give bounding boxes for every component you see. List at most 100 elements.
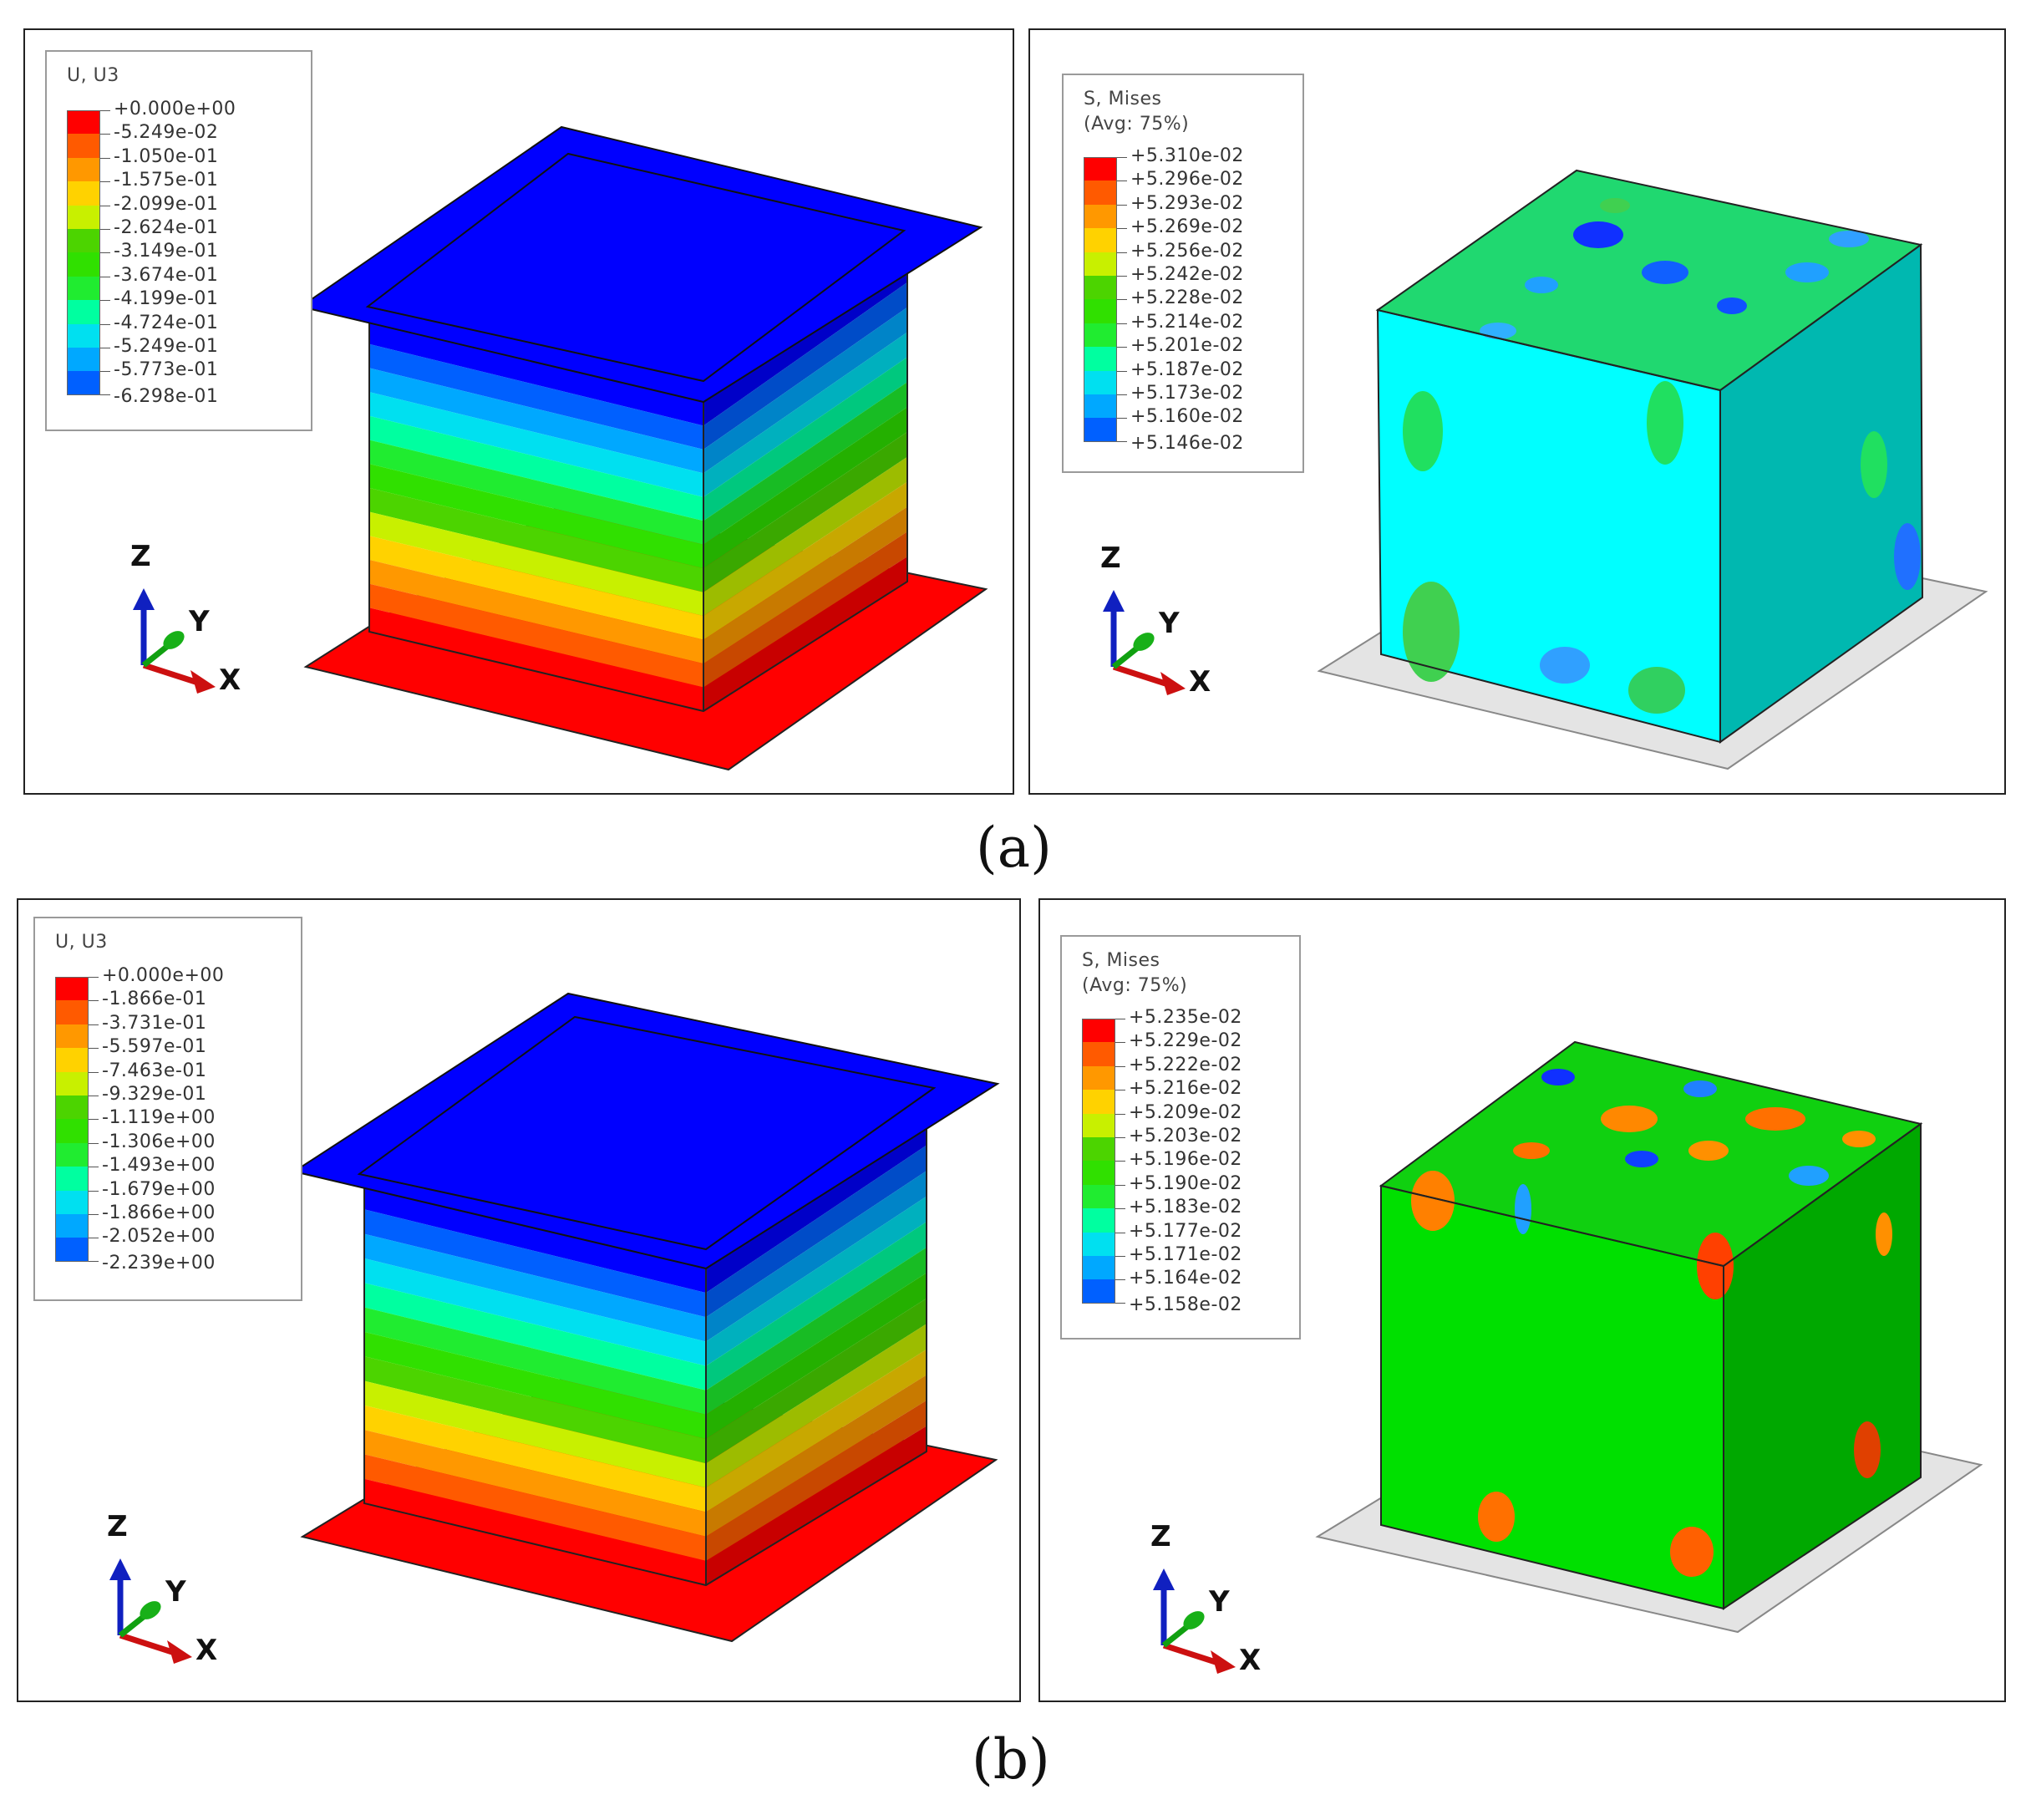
legend-label: +5.235e-02 xyxy=(1129,1007,1242,1028)
legend-label: -3.674e-01 xyxy=(114,264,219,286)
legend-tick xyxy=(1115,1184,1125,1186)
load-plate-inner-edge xyxy=(365,152,906,383)
legend-tick xyxy=(1115,1065,1125,1067)
axis-label-y: Y xyxy=(1159,607,1180,640)
legend-title: U, U3 xyxy=(67,65,119,86)
axis-label-y: Y xyxy=(1209,1585,1230,1619)
legend-tick xyxy=(1117,157,1127,158)
side-face xyxy=(1720,245,1922,742)
legend-swatch xyxy=(1084,275,1117,300)
stress-contour-patch xyxy=(1525,277,1558,293)
legend-swatch xyxy=(67,252,100,277)
legend-label: +5.310e-02 xyxy=(1130,145,1244,166)
legend-title: U, U3 xyxy=(55,932,108,953)
legend-label: -1.575e-01 xyxy=(114,170,219,191)
legend-label: +5.242e-02 xyxy=(1130,263,1244,285)
panel-b-stress: S, Mises (Avg: 75%) +5.235e-02 +5.229e-02 +5… xyxy=(1038,898,2006,1702)
top-face-edge xyxy=(1379,1040,1923,1268)
legend-swatch xyxy=(67,371,100,395)
legend-label: +0.000e+00 xyxy=(114,99,236,119)
displacement-legend: U, U3 +0.000e+00 -5.249e-02 -1.050e-01 -1.57… xyxy=(45,50,312,431)
axis-label-y: Y xyxy=(189,605,210,638)
stress-contour-patch xyxy=(1403,582,1460,682)
legend-tick xyxy=(89,977,99,978)
stress-model xyxy=(1317,169,1988,770)
side-face-band xyxy=(703,307,907,474)
legend-label: +5.164e-02 xyxy=(1129,1268,1242,1289)
stress-contour-patch xyxy=(1647,381,1683,465)
legend-swatch xyxy=(67,181,100,206)
legend-label: -5.773e-01 xyxy=(114,359,219,381)
stress-contour-patch xyxy=(1541,1069,1575,1085)
stress-contour-patch xyxy=(1480,323,1516,339)
stress-contour-patch xyxy=(1861,431,1887,498)
front-face-band xyxy=(369,415,703,521)
front-face-band xyxy=(369,511,703,617)
triad-arrows xyxy=(133,588,216,694)
legend-label: -7.463e-01 xyxy=(102,1060,207,1081)
axis-label-x: X xyxy=(1239,1644,1262,1677)
legend-tick xyxy=(100,228,110,230)
side-face-band xyxy=(703,481,907,640)
legend-label: +5.177e-02 xyxy=(1129,1220,1242,1242)
legend-swatch xyxy=(67,110,100,135)
legend-swatch xyxy=(55,977,89,1001)
legend-label: +5.269e-02 xyxy=(1130,216,1244,238)
axis-label-z: Z xyxy=(1150,1520,1171,1553)
legend-swatch xyxy=(1084,347,1117,371)
legend-swatch xyxy=(1082,1090,1115,1114)
displacement-model xyxy=(292,992,1000,1643)
legend-swatch xyxy=(55,1190,89,1214)
legend-swatch xyxy=(55,1024,89,1049)
front-face xyxy=(1381,1186,1724,1609)
front-face-band xyxy=(369,487,703,592)
legend-swatch xyxy=(1082,1065,1115,1090)
legend-tick xyxy=(1115,1302,1125,1304)
legend-label: +0.000e+00 xyxy=(102,965,225,986)
legend-label: +5.222e-02 xyxy=(1129,1054,1242,1075)
front-face-band xyxy=(369,320,703,426)
legend-label: -1.306e+00 xyxy=(102,1131,216,1152)
legend-swatch xyxy=(1084,157,1117,181)
front-face-band xyxy=(369,608,703,711)
stress-contour-patch xyxy=(1540,647,1590,684)
legend-tick xyxy=(1117,252,1127,253)
legend-tick xyxy=(1115,1255,1125,1257)
legend-label: -1.866e-01 xyxy=(102,989,207,1010)
legend-label: +5.203e-02 xyxy=(1129,1125,1242,1146)
front-face-band xyxy=(364,1233,706,1342)
legend-label: +5.158e-02 xyxy=(1129,1294,1242,1315)
legend-swatch xyxy=(67,157,100,182)
front-face xyxy=(1378,310,1720,742)
legend-swatch xyxy=(1082,1161,1115,1185)
stress-contour-patch xyxy=(1628,667,1685,714)
legend-title: S, Mises xyxy=(1084,89,1162,109)
stress-contour-patch xyxy=(1513,1142,1550,1159)
panel-b-displacement: U, U3 +0.000e+00 -1.866e-01 -3.731e-01 -5.59… xyxy=(17,898,1021,1702)
legend-title: (Avg: 75%) xyxy=(1082,975,1188,996)
legend-label: +5.190e-02 xyxy=(1129,1172,1242,1194)
side-face-band xyxy=(706,1349,927,1512)
side-face-band xyxy=(703,506,907,664)
front-face-band xyxy=(364,1405,706,1512)
legend-tick xyxy=(100,134,110,135)
legend-swatch xyxy=(67,205,100,229)
top-face-edge xyxy=(1375,169,1923,392)
legend-tick xyxy=(89,1213,99,1215)
legend-swatch xyxy=(1084,418,1117,442)
axis-label-x: X xyxy=(1189,665,1211,699)
stress-contour-patch xyxy=(1600,198,1630,213)
front-face-band xyxy=(364,1430,706,1537)
legend-label: -5.597e-01 xyxy=(102,1036,207,1058)
legend-label: -1.119e+00 xyxy=(102,1107,216,1129)
legend-label: -6.298e-01 xyxy=(114,385,219,407)
legend-swatch xyxy=(55,1071,89,1096)
legend-swatch xyxy=(1082,1279,1115,1304)
legend-swatch xyxy=(1082,1232,1115,1256)
stress-contour-patch xyxy=(1683,1080,1717,1097)
panel-a-stress: S, Mises (Avg: 75%) +5.310e-02 +5.296e-02 +5… xyxy=(1028,28,2006,795)
load-plate xyxy=(292,992,1000,1270)
legend-label: -2.624e-01 xyxy=(114,216,219,238)
legend-label: -1.493e+00 xyxy=(102,1155,216,1177)
